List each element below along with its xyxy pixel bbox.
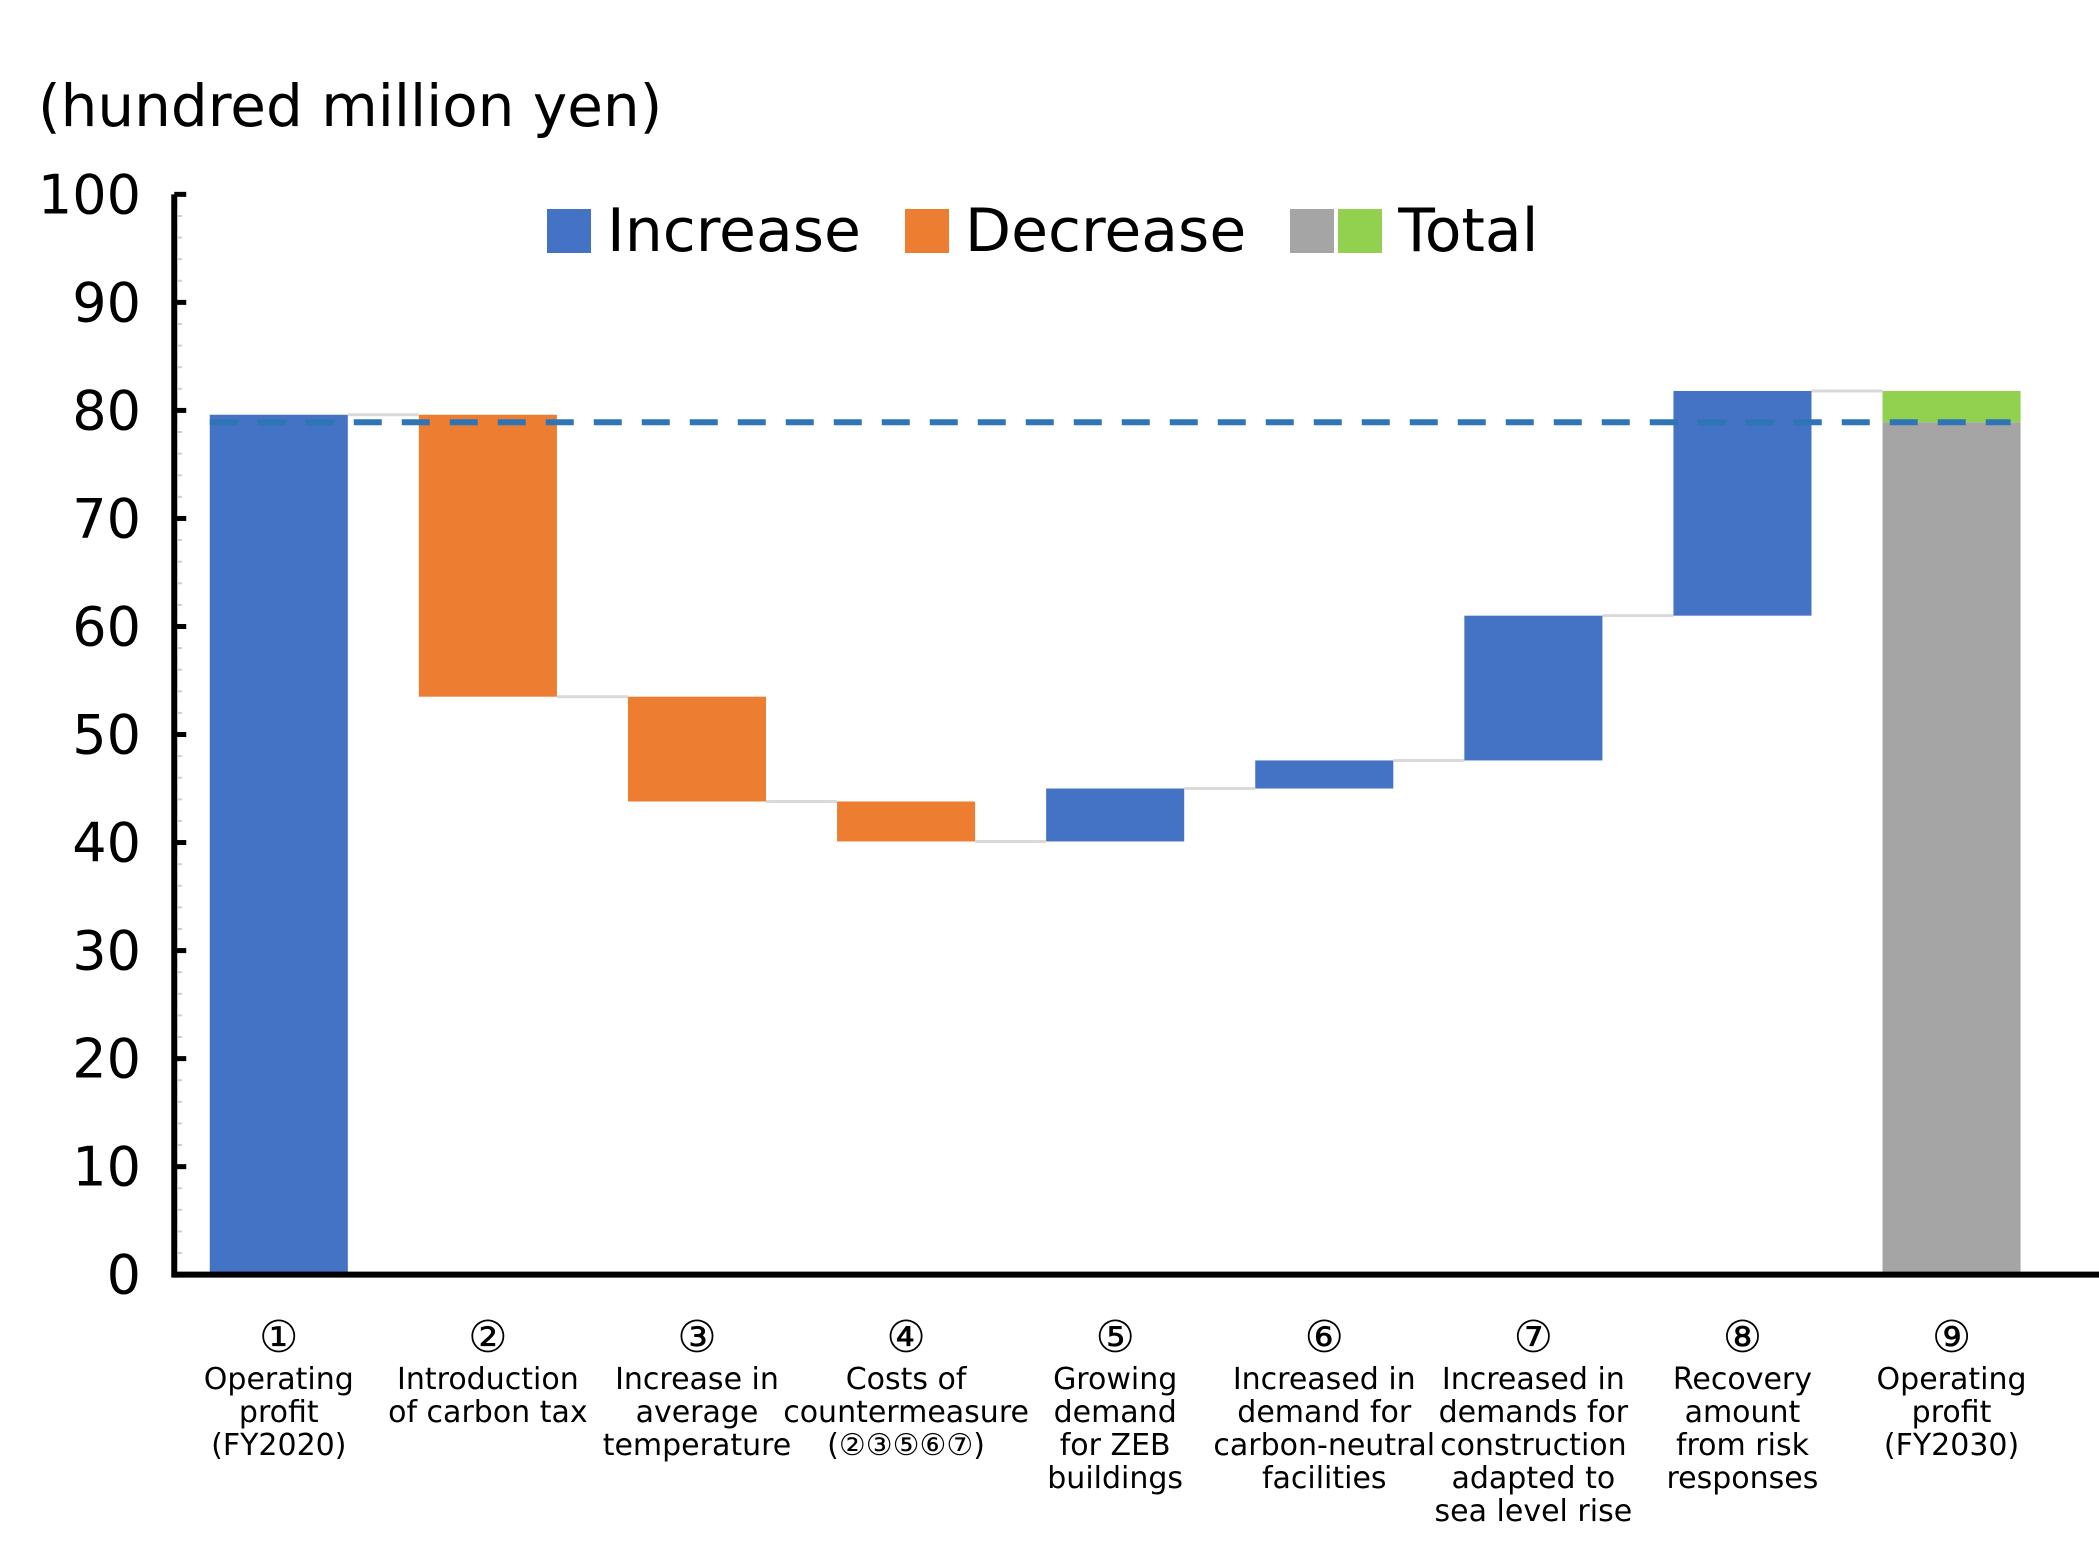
x-tick-label-line: average [635, 1395, 759, 1430]
x-tick-label-line: construction [1440, 1428, 1627, 1463]
x-tick-label: ③ Increase in average temperature [567, 1312, 827, 1463]
x-tick-label-line: (FY2030) [1883, 1428, 2020, 1463]
y-axis-unit-label: (hundred million yen) [38, 72, 663, 140]
x-tick-label-line: for ZEB [1059, 1428, 1171, 1463]
x-tick-number: ② [468, 1312, 508, 1363]
y-ticks-group: 0 10 20 30 40 50 60 70 80 90 100 [38, 163, 187, 1307]
x-tick-label: ⑨ Operating profit (FY2030) [1822, 1312, 2082, 1463]
x-tick-label-line: Recovery [1672, 1362, 1812, 1397]
x-tick-label-line: amount [1684, 1395, 1801, 1430]
y-tick-label: 50 [72, 704, 141, 767]
x-tick-label: ⑧ Recovery amount from risk responses [1612, 1312, 1872, 1496]
legend-item-total: Total [1290, 196, 1538, 266]
x-tick-label-line: adapted to [1451, 1461, 1616, 1496]
bar-final-gain [1882, 390, 2021, 423]
x-tick-label-line: Increased in [1232, 1362, 1416, 1397]
y-tick-label: 100 [38, 163, 141, 226]
x-tick-number: ④ [886, 1312, 926, 1363]
y-tick-label: 60 [72, 595, 141, 658]
bar-final-base [1882, 422, 2021, 1275]
bar-increase-5 [1046, 788, 1185, 842]
x-tick-label-line: temperature [602, 1428, 792, 1463]
x-tick-label: ② Introduction of carbon tax [358, 1312, 618, 1430]
legend-swatch-increase [547, 209, 591, 253]
x-tick-label-line: Growing [1053, 1362, 1178, 1397]
bar-increase-6 [1255, 760, 1394, 789]
x-tick-label-line: Operating [1876, 1362, 2027, 1397]
x-tick-label-line: demand for [1237, 1395, 1412, 1430]
y-tick-label: 90 [72, 271, 141, 334]
x-tick-number: ⑥ [1304, 1312, 1344, 1363]
legend-label-decrease: Decrease [964, 196, 1247, 266]
x-tick-number: ⑨ [1931, 1312, 1972, 1363]
x-tick-label-line: profit [1911, 1395, 1992, 1430]
x-tick-label-line: (FY2020) [211, 1428, 347, 1463]
x-tick-label-line: buildings [1047, 1461, 1184, 1496]
x-tick-number: ⑤ [1095, 1312, 1135, 1363]
y-tick-label: 80 [72, 379, 141, 442]
y-tick-label: 0 [107, 1244, 141, 1307]
bar-decrease-4 [837, 801, 976, 842]
x-tick-label: ⑤ Growing demand for ZEB buildings [985, 1312, 1245, 1496]
legend: Increase Decrease Total [547, 196, 1582, 266]
x-tick-label-line: countermeasure [783, 1395, 1029, 1430]
x-tick-label-line: demand [1053, 1395, 1177, 1430]
legend-swatch-total-gain [1338, 209, 1383, 253]
bar-total-1 [209, 414, 348, 1275]
x-tick-number: ③ [677, 1312, 717, 1363]
y-tick-label: 30 [72, 920, 141, 983]
x-tick-label-line: facilities [1261, 1461, 1387, 1496]
x-tick-number: ⑦ [1513, 1312, 1554, 1363]
x-tick-label: ⑦ Increased in demands for construction adap… [1403, 1312, 1663, 1529]
x-tick-label-line: Introduction [397, 1362, 579, 1397]
bar-decrease-3 [627, 696, 767, 802]
bars-group [209, 390, 2021, 1275]
x-tick-label-line: Costs of [845, 1362, 967, 1397]
connectors-group [347, 389, 1883, 843]
x-tick-label-line: demands for [1438, 1395, 1629, 1430]
x-tick-label-line: of carbon tax [388, 1395, 588, 1430]
x-tick-label-line: carbon-neutral [1213, 1428, 1436, 1463]
x-tick-number: ⑧ [1722, 1312, 1763, 1363]
bar-increase-8 [1673, 390, 1812, 616]
y-tick-label: 10 [72, 1136, 141, 1199]
legend-label-total: Total [1398, 196, 1539, 266]
legend-swatch-decrease [904, 209, 949, 253]
x-tick-label-line: sea level rise [1434, 1494, 1633, 1529]
bar-decrease-2 [418, 414, 557, 697]
x-tick-label-line: (②③⑤⑥⑦) [827, 1428, 986, 1463]
x-tick-label: ① Operating profit (FY2020) [149, 1312, 409, 1463]
y-tick-label: 40 [72, 812, 141, 875]
legend-label-increase: Increase [607, 196, 861, 266]
axes-group [171, 194, 2099, 1278]
x-tick-label-line: profit [238, 1395, 319, 1430]
x-tick-number: ① [259, 1312, 299, 1363]
legend-item-increase: Increase [547, 196, 861, 266]
x-tick-label-line: from risk [1675, 1428, 1809, 1463]
x-tick-label-line: Increased in [1441, 1362, 1625, 1397]
bar-increase-7 [1464, 615, 1603, 761]
legend-item-decrease: Decrease [904, 196, 1247, 266]
x-tick-label-line: Operating [203, 1362, 354, 1397]
legend-swatch-total-base [1290, 209, 1335, 253]
x-tick-label-line: Increase in [615, 1362, 779, 1397]
x-tick-label: ④ Costs of countermeasure (②③⑤⑥⑦) [776, 1312, 1036, 1463]
x-tick-label-line: responses [1666, 1461, 1819, 1496]
y-tick-label: 70 [72, 487, 141, 550]
x-tick-label: ⑥ Increased in demand for carbon-neutral fac… [1194, 1312, 1454, 1496]
y-tick-label: 20 [72, 1028, 141, 1091]
